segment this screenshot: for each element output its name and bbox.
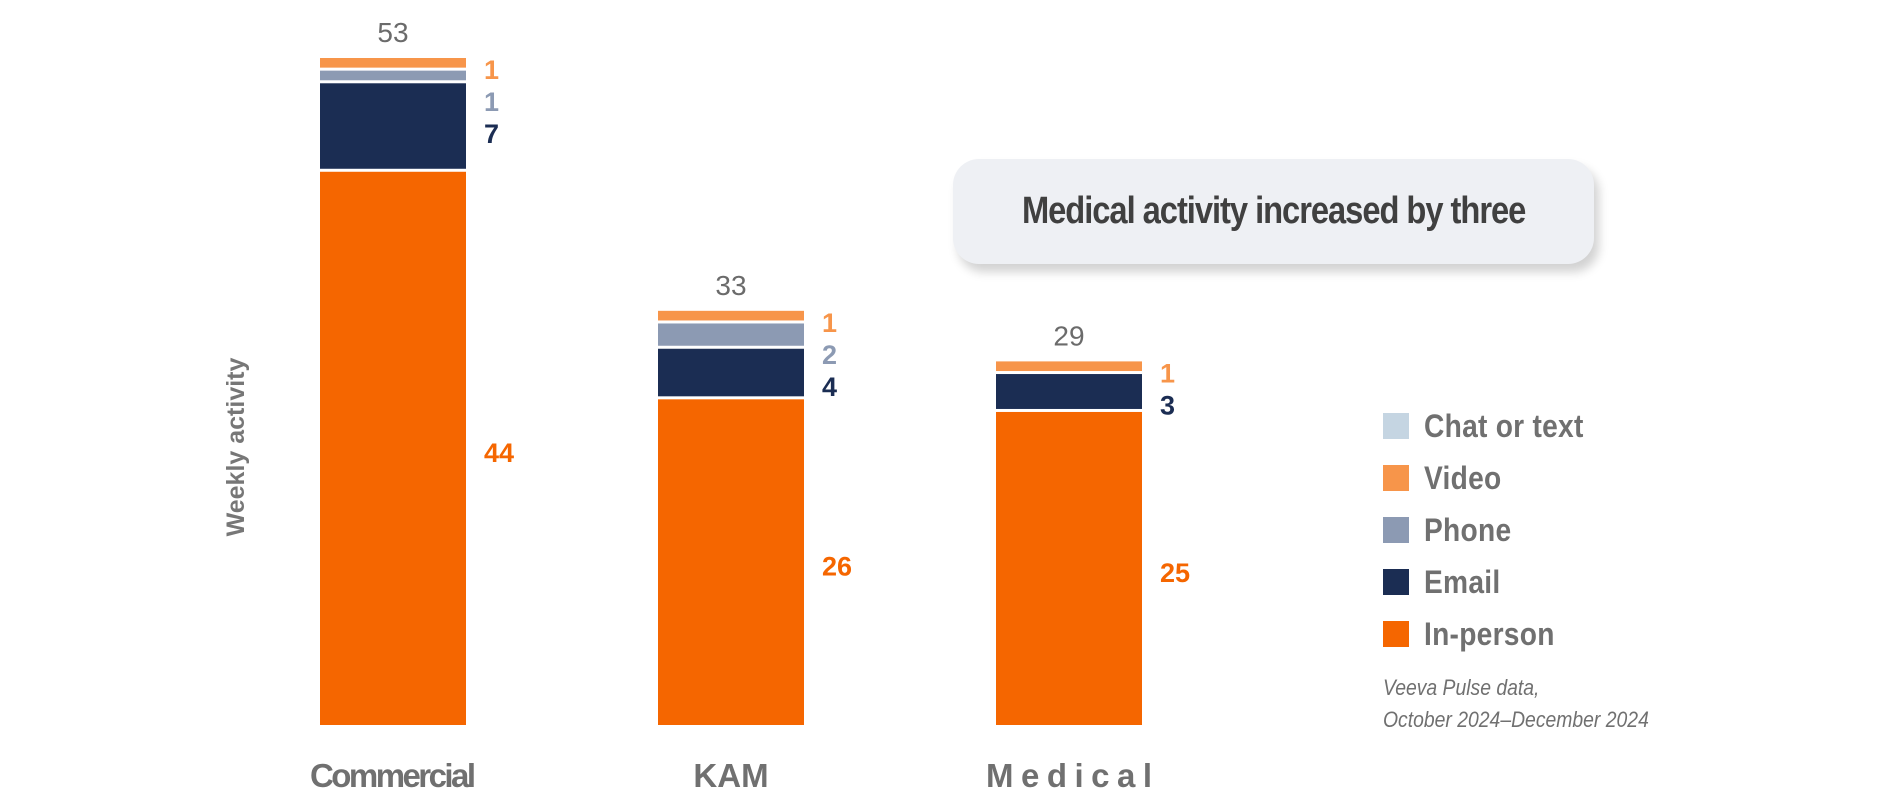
legend-swatch	[1383, 413, 1409, 439]
bar-segment-email	[996, 374, 1142, 409]
legend-label: Chat or text	[1424, 407, 1584, 444]
legend-item-phone: Phone	[1383, 504, 1605, 556]
bar-segment-phone	[658, 323, 804, 346]
annotation-text: Medical activity increased by three	[1021, 190, 1526, 232]
bar-segment-video	[658, 310, 804, 321]
legend-swatch	[1383, 621, 1409, 647]
legend-swatch	[1383, 569, 1409, 595]
legend-item-chat: Chat or text	[1383, 400, 1605, 452]
legend-item-email: Email	[1383, 556, 1605, 608]
source-line-2: October 2024–December 2024	[1383, 707, 1649, 732]
legend-swatch	[1383, 465, 1409, 491]
legend: Chat or text Video Phone Email In-person	[1383, 400, 1605, 660]
value-label: 25	[1160, 558, 1190, 588]
value-label: 1	[484, 55, 499, 85]
legend-label: Email	[1424, 563, 1501, 600]
bar-segment-email	[320, 83, 466, 169]
bar-segment-in-person	[658, 399, 804, 725]
value-label: 3	[1160, 390, 1175, 420]
value-label: 26	[822, 552, 852, 582]
legend-item-video: Video	[1383, 452, 1605, 504]
total-label: 53	[377, 17, 408, 48]
total-label: 29	[1053, 320, 1084, 351]
source-note: Veeva Pulse data, October 2024–December …	[1383, 672, 1649, 736]
source-line-1: Veeva Pulse data,	[1383, 675, 1540, 700]
legend-swatch	[1383, 517, 1409, 543]
value-label: 4	[822, 372, 837, 402]
bar-segment-video	[320, 58, 466, 68]
bar-segment-phone	[320, 70, 466, 81]
legend-item-in-person: In-person	[1383, 608, 1605, 660]
bar-segment-in-person	[996, 411, 1142, 725]
bar-segment-email	[658, 348, 804, 397]
value-label: 44	[484, 438, 514, 468]
y-axis-label: Weekly activity	[222, 358, 250, 537]
value-label: 1	[484, 87, 499, 117]
annotation-callout: Medical activity increased by three	[953, 159, 1594, 264]
category-label: KAM	[693, 757, 768, 794]
category-label: Medical	[986, 757, 1152, 794]
category-label: Commercial	[310, 757, 476, 794]
legend-label: In-person	[1424, 615, 1555, 652]
value-label: 7	[484, 119, 499, 149]
total-label: 33	[715, 270, 746, 301]
legend-label: Phone	[1424, 511, 1512, 548]
value-label: 2	[822, 340, 837, 370]
value-label: 1	[1160, 358, 1175, 388]
value-label: 1	[822, 308, 837, 338]
bar-segment-in-person	[320, 171, 466, 726]
legend-label: Video	[1424, 459, 1502, 496]
bar-segment-video	[996, 361, 1142, 372]
